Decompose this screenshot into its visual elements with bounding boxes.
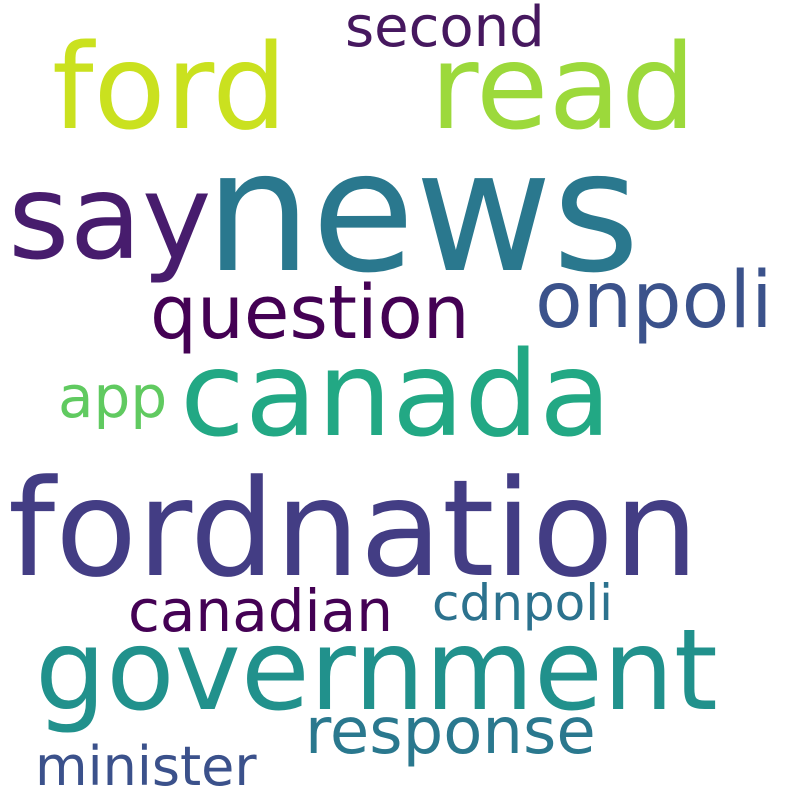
word-second: second — [345, 0, 545, 60]
word-read: read — [430, 18, 696, 156]
word-response: response — [305, 695, 596, 769]
word-canadian: canadian — [128, 577, 393, 645]
word-cdnpoli: cdnpoli — [432, 574, 614, 632]
word-government: government — [35, 606, 718, 736]
word-onpoli: onpoli — [535, 256, 773, 346]
word-news: news — [205, 114, 640, 310]
word-ford: ford — [52, 18, 288, 156]
word-say: say — [8, 148, 212, 286]
word-question: question — [150, 270, 470, 356]
word-canada: canada — [180, 325, 612, 463]
word-app: app — [58, 363, 168, 431]
word-minister: minister — [35, 735, 257, 798]
word-fordnation: fordnation — [8, 451, 699, 607]
